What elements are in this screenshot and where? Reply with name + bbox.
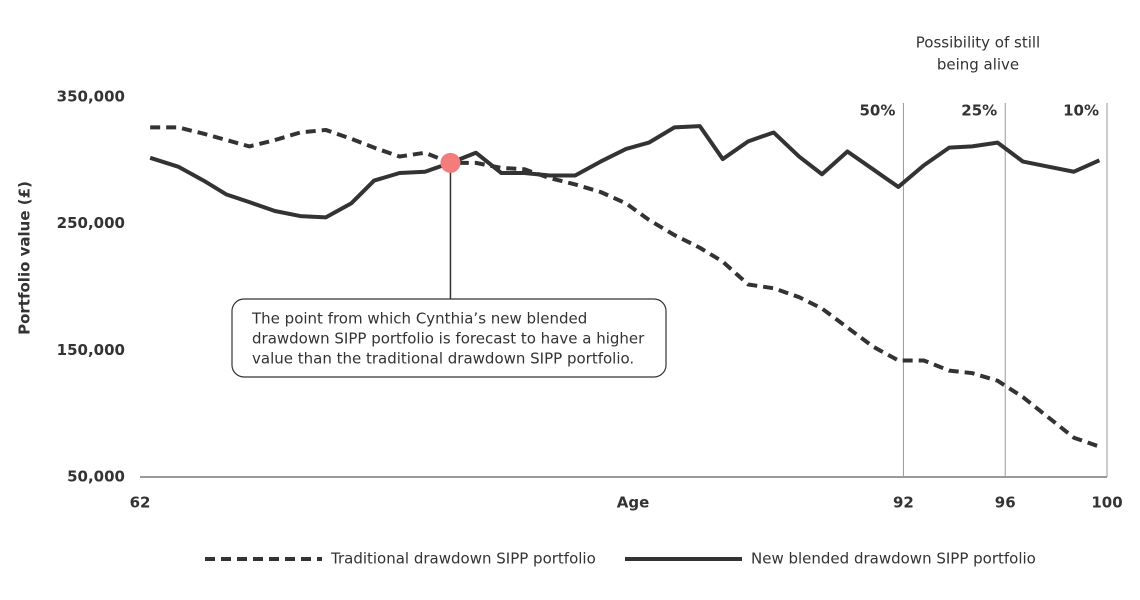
x-tick-label: 100 <box>1091 494 1122 512</box>
y-tick-label: 150,000 <box>57 341 125 359</box>
legend-label: New blended drawdown SIPP portfolio <box>751 550 1036 568</box>
x-tick-label: 62 <box>130 494 151 512</box>
crossover-marker <box>440 152 461 173</box>
callout-text: The point from which Cynthia’s new blend… <box>251 310 587 328</box>
series-line <box>149 124 1101 220</box>
legend-label: Traditional drawdown SIPP portfolio <box>330 550 596 568</box>
callout-text: value than the traditional drawdown SIPP… <box>252 350 634 368</box>
survival-title: being alive <box>937 56 1019 74</box>
y-axis-label: Portfolio value (£) <box>16 181 34 335</box>
x-tick-label: 92 <box>893 494 914 512</box>
y-tick-label: 50,000 <box>67 468 125 486</box>
series-line <box>150 125 1101 449</box>
x-axis-label: Age <box>617 494 650 512</box>
survival-label: 10% <box>1063 102 1099 120</box>
survival-label: 50% <box>860 102 896 120</box>
survival-title: Possibility of still <box>916 34 1040 52</box>
callout-text: drawdown SIPP portfolio is forecast to h… <box>252 330 645 348</box>
y-tick-label: 350,000 <box>57 88 125 106</box>
y-tick-label: 250,000 <box>57 214 125 232</box>
x-tick-label: 96 <box>995 494 1016 512</box>
callout-box <box>231 298 667 378</box>
survival-label: 25% <box>961 102 997 120</box>
